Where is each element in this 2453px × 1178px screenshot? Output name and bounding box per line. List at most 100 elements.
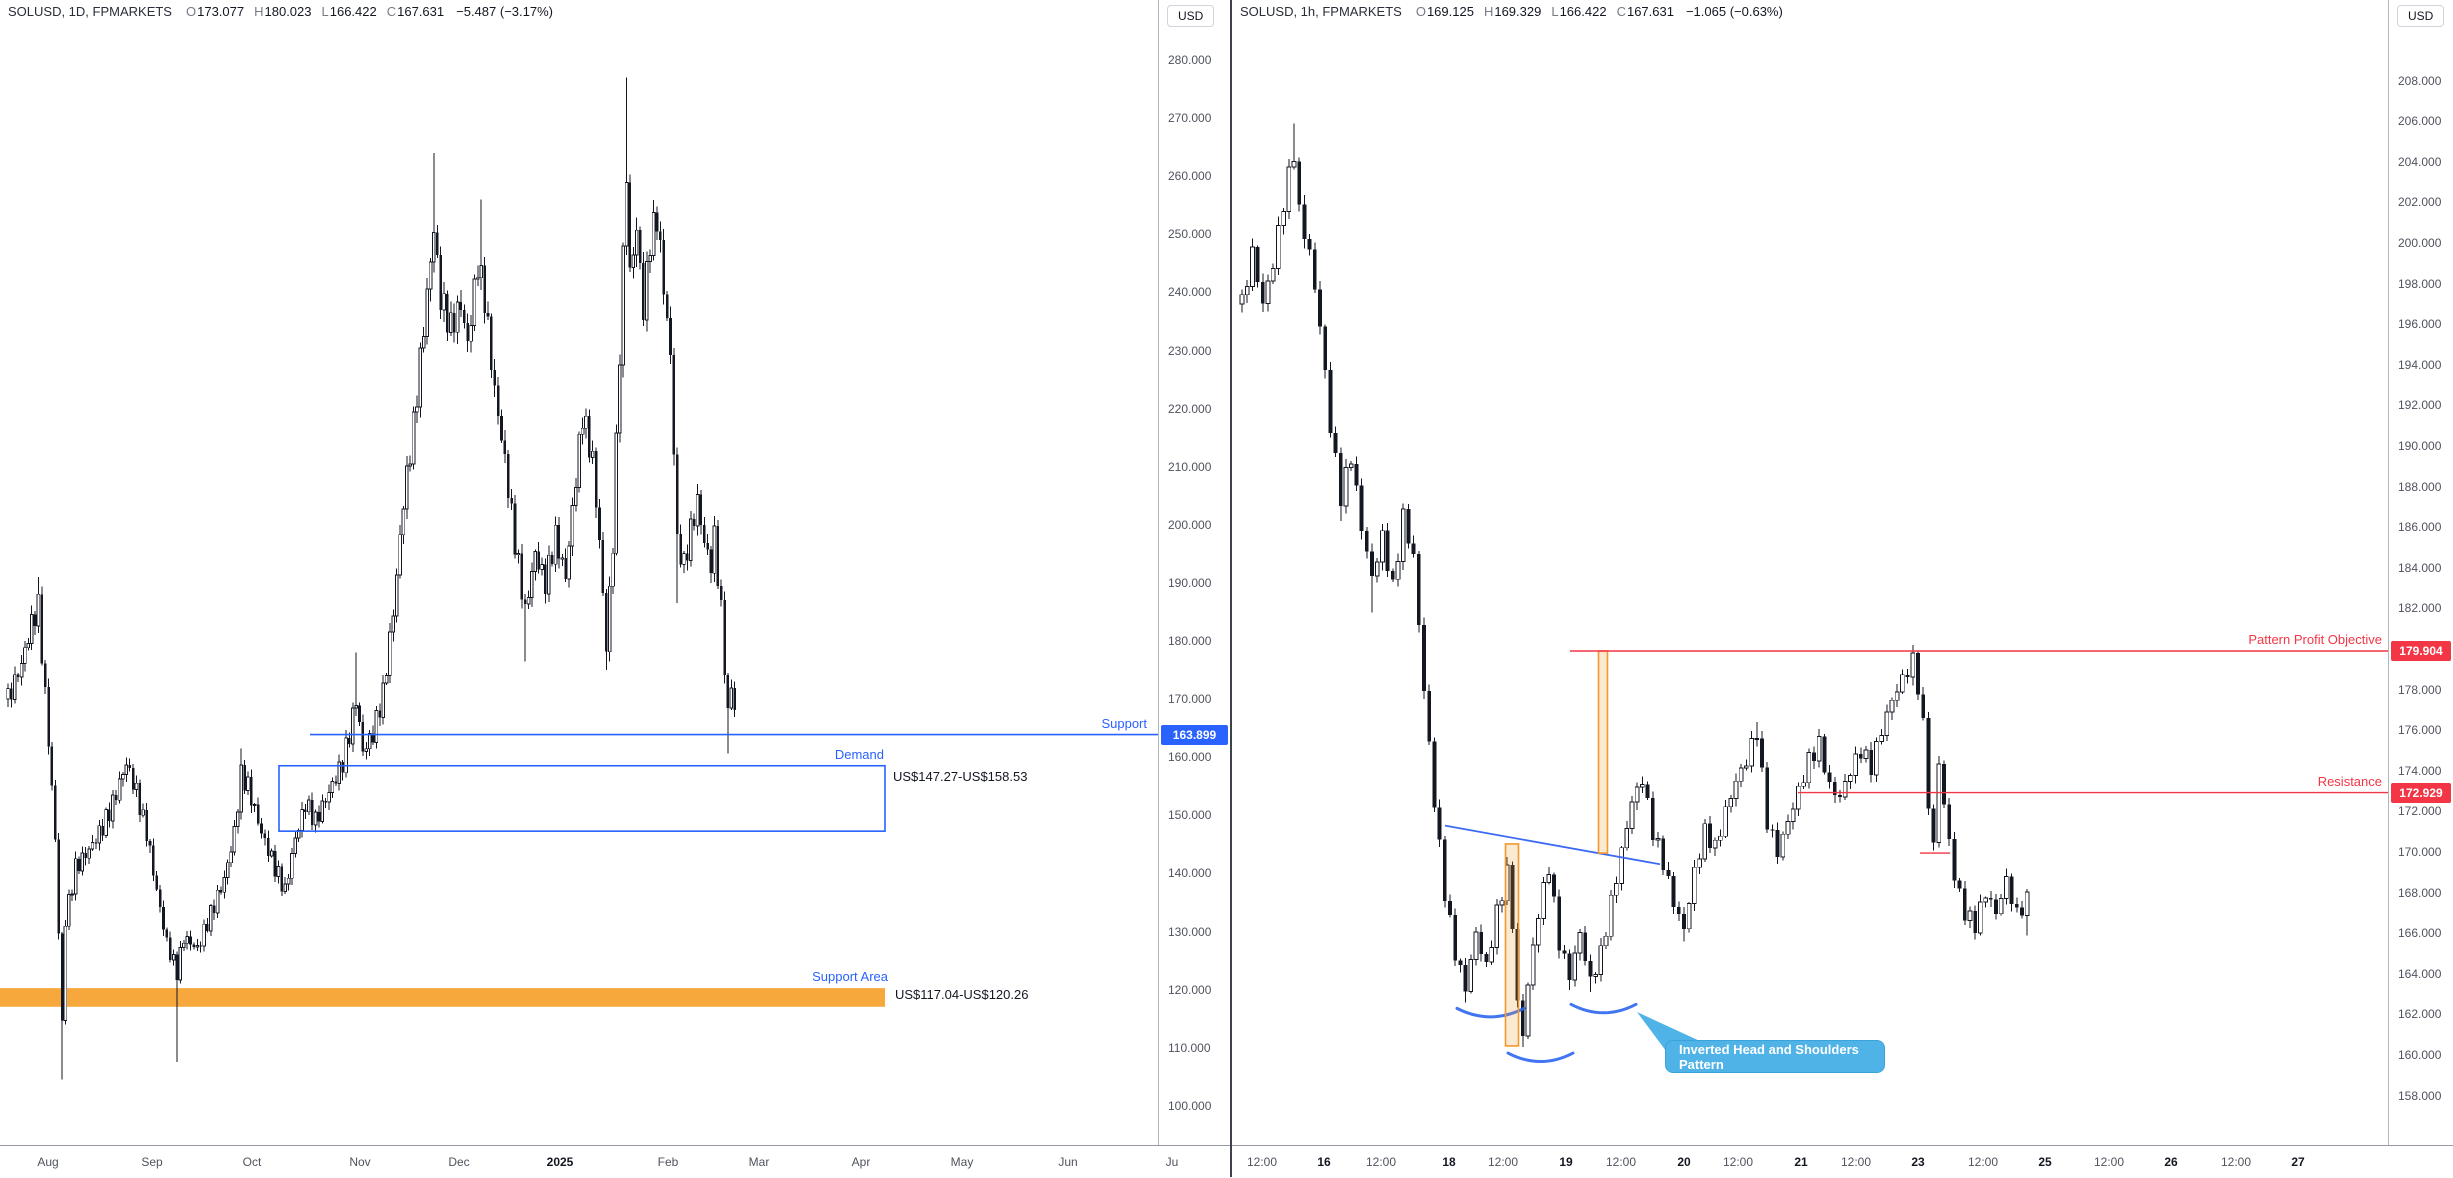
price-tick-label: 162.000	[2398, 1007, 2442, 1022]
close-value: 167.631	[397, 4, 445, 19]
price-tick-label: 178.000	[2398, 682, 2442, 697]
price-tick-label: 210.000	[1168, 459, 1212, 474]
change-value: −5.487 (−3.17%)	[456, 4, 553, 19]
time-tick-label: Feb	[657, 1155, 679, 1169]
measurement-bar-2[interactable]	[1597, 650, 1609, 854]
neckline[interactable]	[1444, 824, 1661, 866]
high-value: 169.329	[1494, 4, 1542, 19]
open-label: O	[1415, 4, 1426, 19]
support-line-label[interactable]: Support	[1101, 715, 1147, 731]
price-tick-label: 140.000	[1168, 866, 1212, 881]
time-tick-label: 26	[2164, 1155, 2178, 1169]
price-tick-label: 208.000	[2398, 73, 2442, 88]
time-tick-label: 2025	[546, 1155, 574, 1169]
close-label: C	[1616, 4, 1626, 19]
daily-time-axis[interactable]: Aug Sep Oct Nov Dec 2025 Feb Mar Apr May Jun Ju	[0, 1146, 1229, 1178]
daily-price-axis[interactable]: USD 163.899 280.000 270.000 260.000 250.000…	[1158, 0, 1231, 1145]
hourly-chart-legend: SOLUSD, 1h, FPMARKETS O169.125 H169.329 L16…	[1240, 4, 1783, 19]
time-tick-label: Ju	[1165, 1155, 1179, 1169]
support-price-tag: 163.899	[1161, 724, 1228, 745]
price-tick-label: 174.000	[2398, 763, 2442, 778]
time-tick-label: 12:00	[1365, 1155, 1397, 1169]
time-tick-label: 18	[1442, 1155, 1456, 1169]
price-tick-label: 110.000	[1168, 1040, 1211, 1055]
time-tick-label: 23	[1911, 1155, 1925, 1169]
daily-currency-button[interactable]: USD	[1167, 5, 1215, 27]
price-tick-label: 172.000	[2398, 804, 2442, 819]
price-tick-label: 202.000	[2398, 195, 2442, 210]
price-tick-label: 130.000	[1168, 924, 1212, 939]
low-label: L	[321, 4, 329, 19]
head-arc[interactable]	[1506, 1051, 1575, 1063]
time-tick-label: Oct	[242, 1155, 262, 1169]
low-value: 166.422	[1559, 4, 1607, 19]
resistance-price-tag: 172.929	[2391, 782, 2451, 803]
price-tick-label: 188.000	[2398, 479, 2442, 494]
price-tick-label: 184.000	[2398, 560, 2442, 575]
hourly-time-axis[interactable]: 12:00 16 12:00 18 12:00 19 12:00 20 12:00 21 12:00…	[1232, 1146, 2388, 1178]
time-tick-label: Jun	[1058, 1155, 1078, 1169]
time-tick-label: Mar	[748, 1155, 770, 1169]
hourly-chart-canvas[interactable]	[1232, 0, 2388, 1145]
daily-chart-plot[interactable]: SOLUSD, 1D, FPMARKETS O173.077 H180.023 L16…	[0, 0, 1158, 1145]
support-area-label[interactable]: Support Area	[812, 969, 888, 985]
candles-layer	[6, 77, 736, 1080]
symbol-title[interactable]: SOLUSD, 1D, FPMARKETS	[8, 4, 172, 19]
time-axis[interactable]: Aug Sep Oct Nov Dec 2025 Feb Mar Apr May Jun Ju 12:…	[0, 1145, 2453, 1177]
price-tick-label: 160.000	[1168, 750, 1212, 765]
time-tick-label: 27	[2291, 1155, 2305, 1169]
price-tick-label: 190.000	[2398, 439, 2442, 454]
time-tick-label: Dec	[448, 1155, 470, 1169]
price-tick-label: 194.000	[2398, 357, 2442, 372]
pattern-profit-objective-label[interactable]: Pattern Profit Objective	[2248, 632, 2382, 647]
time-tick-label: 19	[1559, 1155, 1573, 1169]
hourly-currency-button[interactable]: USD	[2397, 5, 2445, 27]
resistance-label[interactable]: Resistance	[2317, 773, 2382, 789]
price-tick-label: 164.000	[2398, 966, 2442, 981]
time-tick-label: 12:00	[2093, 1155, 2125, 1169]
time-tick-label: 12:00	[1967, 1155, 1999, 1169]
time-tick-label: 12:00	[1246, 1155, 1278, 1169]
right-shoulder-arc[interactable]	[1569, 1002, 1638, 1015]
hourly-price-axis[interactable]: USD 179.904 172.929 208.000 206.000 204.00…	[2388, 0, 2453, 1145]
support-area-band[interactable]	[0, 988, 885, 1007]
price-tick-label: 200.000	[2398, 236, 2442, 251]
time-tick-label: 12:00	[1605, 1155, 1637, 1169]
price-tick-label: 166.000	[2398, 926, 2442, 941]
price-tick-label: 198.000	[2398, 276, 2442, 291]
price-tick-label: 190.000	[1168, 575, 1212, 590]
pattern-callout[interactable]: Inverted Head and Shoulders Pattern	[1665, 1040, 1885, 1073]
price-tick-label: 230.000	[1168, 343, 1212, 358]
price-tick-label: 170.000	[2398, 845, 2442, 860]
symbol-title[interactable]: SOLUSD, 1h, FPMARKETS	[1240, 4, 1402, 19]
daily-chart-canvas[interactable]	[0, 0, 1158, 1145]
pane-divider[interactable]	[1230, 0, 1232, 1177]
demand-zone-box[interactable]	[278, 764, 886, 832]
low-label: L	[1551, 4, 1559, 19]
high-label: H	[1483, 4, 1494, 19]
price-tick-label: 192.000	[2398, 398, 2442, 413]
time-tick-label: 12:00	[2220, 1155, 2252, 1169]
price-tick-label: 176.000	[2398, 723, 2442, 738]
price-tick-label: 160.000	[2398, 1048, 2442, 1063]
time-tick-label: Nov	[349, 1155, 371, 1169]
price-tick-label: 120.000	[1168, 982, 1212, 997]
support-area-range: US$117.04-US$120.26	[895, 987, 1029, 1003]
time-tick-label: 21	[1794, 1155, 1808, 1169]
time-tick-label: Apr	[851, 1155, 871, 1169]
pattern-callout-text: Inverted Head and Shoulders Pattern	[1679, 1041, 1859, 1072]
price-tick-label: 200.000	[1168, 517, 1212, 532]
close-value: 167.631	[1626, 4, 1674, 19]
price-tick-label: 250.000	[1168, 227, 1212, 242]
close-label: C	[386, 4, 397, 19]
time-tick-label: 12:00	[1840, 1155, 1872, 1169]
demand-zone-label[interactable]: Demand	[834, 746, 884, 762]
low-value: 166.422	[329, 4, 377, 19]
hourly-chart-plot[interactable]: SOLUSD, 1h, FPMARKETS O169.125 H169.329 L16…	[1232, 0, 2388, 1145]
time-tick-label: 25	[2038, 1155, 2052, 1169]
price-tick-label: 204.000	[2398, 154, 2442, 169]
time-tick-label: 20	[1677, 1155, 1691, 1169]
measurement-bar-1[interactable]	[1504, 843, 1520, 1047]
open-value: 173.077	[197, 4, 245, 19]
price-tick-label: 270.000	[1168, 111, 1212, 126]
